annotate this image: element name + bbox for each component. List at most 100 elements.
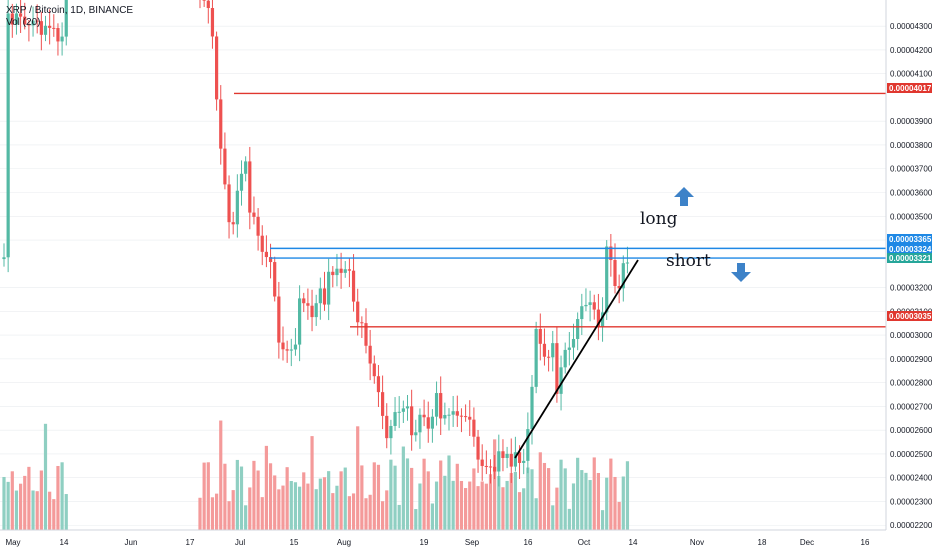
- candlesticks: [2, 0, 630, 487]
- volume-bar: [497, 476, 501, 530]
- volume-bar: [35, 491, 39, 530]
- volume-bar: [277, 489, 281, 530]
- candle-body: [19, 13, 23, 17]
- price-tick-label: 0.00002800: [890, 379, 932, 388]
- candle-body: [351, 270, 356, 302]
- volume-bar: [567, 508, 571, 530]
- candle-body: [509, 453, 513, 467]
- volume-bar: [223, 463, 227, 530]
- volume-legend: Vol (20): [6, 17, 41, 28]
- candle-body: [260, 235, 264, 252]
- price-tag-bg: [887, 311, 932, 321]
- candle-body: [576, 319, 580, 339]
- volume-bar: [522, 488, 526, 530]
- candle-body: [401, 408, 405, 412]
- price-tick-label: 0.00003500: [890, 212, 932, 221]
- price-tag-label: 0.00003321: [889, 254, 932, 263]
- volume-bar: [576, 457, 580, 530]
- volume-bar: [210, 497, 215, 530]
- price-tick-label: 0.00003000: [890, 331, 932, 340]
- candle-body: [281, 342, 285, 350]
- volume-bar: [381, 501, 385, 530]
- volume-bar: [202, 462, 206, 530]
- candle-body: [268, 257, 273, 263]
- volume-bar: [505, 480, 509, 530]
- volume-bar: [472, 468, 476, 530]
- candle-body: [522, 460, 526, 463]
- volume-bar: [451, 480, 455, 530]
- candle-body: [397, 411, 401, 413]
- volume-bar: [464, 488, 468, 530]
- candle-body: [551, 343, 555, 358]
- candle-body: [484, 465, 488, 467]
- candle-body: [505, 453, 509, 458]
- candle-body: [298, 298, 302, 345]
- volume-bar: [368, 494, 372, 530]
- candle-body: [343, 269, 347, 273]
- candle-body: [588, 302, 592, 305]
- candle-body: [497, 451, 501, 472]
- candle-body: [455, 411, 459, 416]
- candle-body: [273, 262, 277, 297]
- price-tag-bg: [887, 83, 932, 93]
- volume-bar: [584, 472, 588, 530]
- candle-body: [534, 328, 538, 387]
- price-tick-label: 0.00002900: [890, 355, 932, 364]
- time-axis[interactable]: May 14 Jun 17 Jul 15 Aug 19 Sep 16 Oct 14 Nov 18 Dec 16: [0, 529, 886, 547]
- price-tick-label: 0.00003200: [890, 284, 932, 293]
- trendline[interactable]: [514, 259, 639, 459]
- volume-bar: [31, 490, 35, 530]
- candle-body: [306, 303, 310, 306]
- volume-bar: [600, 510, 605, 530]
- volume-bar: [48, 491, 52, 530]
- candle-body: [426, 417, 430, 429]
- volume-bar: [513, 471, 517, 530]
- volume-bar: [580, 470, 584, 530]
- volume-bar: [534, 498, 538, 530]
- candle-body: [248, 161, 252, 213]
- volume-bar: [530, 469, 534, 530]
- price-axis[interactable]: 0.00004300 0.00004200 0.00004100 0.00003900…: [885, 0, 932, 530]
- volume-bar: [468, 481, 472, 530]
- candle-body: [206, 0, 210, 9]
- volume-bar: [268, 463, 273, 530]
- candle-body: [215, 36, 219, 100]
- time-tick-label: 17: [186, 538, 195, 547]
- volume-bar: [426, 471, 430, 530]
- candle-body: [10, 13, 14, 25]
- volume-bar: [538, 452, 542, 530]
- volume-bar: [281, 485, 285, 530]
- time-tick-label: 14: [629, 538, 638, 547]
- candle-body: [563, 349, 567, 368]
- candle-body: [596, 309, 600, 327]
- price-tick-label: 0.00002700: [890, 402, 932, 411]
- volume-bar: [526, 467, 530, 530]
- time-tick-label: 18: [758, 538, 767, 547]
- volume-bar: [551, 505, 555, 530]
- candle-body: [451, 411, 455, 415]
- candle-body: [310, 305, 314, 318]
- horizontal-levels[interactable]: [234, 92, 886, 328]
- candle-body: [468, 416, 472, 420]
- volume-bar: [501, 487, 505, 530]
- volume-bar: [480, 481, 484, 530]
- time-tick-label: Sep: [465, 538, 480, 547]
- candle-body: [35, 20, 39, 22]
- candle-body: [327, 271, 331, 305]
- volume-bar: [617, 501, 621, 530]
- price-tick-label: 0.00002300: [890, 497, 932, 506]
- price-tick-label: 0.00003700: [890, 165, 932, 174]
- candle-body: [422, 414, 426, 418]
- candle-body: [64, 0, 68, 37]
- price-tag: 0.00004017: [887, 83, 932, 93]
- candle-body: [293, 344, 298, 350]
- volume-bar: [372, 462, 376, 530]
- candle-body: [464, 416, 468, 418]
- candle-body: [547, 356, 551, 358]
- price-tag-label: 0.00003365: [889, 235, 932, 244]
- volume-bar: [39, 470, 43, 530]
- volume-bar: [227, 501, 231, 530]
- price-tick-label: 0.00002500: [890, 450, 932, 459]
- volume-bar: [476, 486, 480, 530]
